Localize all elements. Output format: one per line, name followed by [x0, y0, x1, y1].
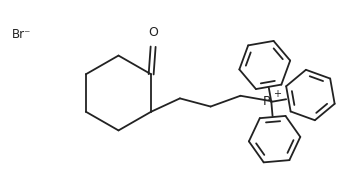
Text: Br⁻: Br⁻ — [12, 28, 32, 41]
Text: P: P — [262, 95, 270, 108]
Text: +: + — [273, 89, 281, 99]
Text: O: O — [148, 26, 158, 39]
